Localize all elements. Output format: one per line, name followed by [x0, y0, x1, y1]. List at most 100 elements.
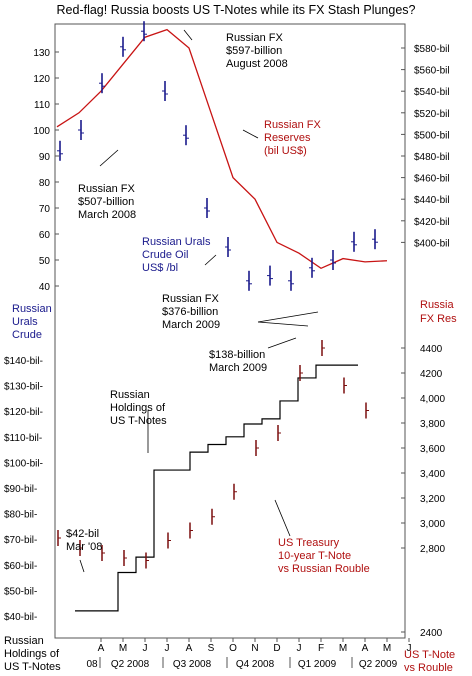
fx-reserves-series — [56, 28, 388, 270]
month-label: A — [362, 643, 369, 654]
tick-label: 70 — [39, 204, 51, 215]
tnote-rouble-series — [57, 340, 369, 569]
tick-label: 3,000 — [420, 519, 445, 530]
tick-label: 4200 — [420, 369, 443, 380]
fx-reserves-line — [56, 28, 388, 270]
tick-label: $480-bil — [414, 152, 450, 163]
leader-line — [257, 311, 319, 323]
month-label: M — [119, 643, 127, 654]
ann-fx-march08-line: March 2008 — [78, 209, 136, 221]
ann-fx-march08-line: $507-billion — [78, 196, 134, 208]
tick-label: 3,400 — [420, 469, 445, 480]
leader-line — [99, 149, 119, 167]
top-left-axis: 130 120 110 100 90 80 70 60 50 40 RussianUralsCrud… — [12, 48, 59, 341]
tick-label: 110 — [34, 100, 50, 111]
tick-label: $540-bil — [414, 87, 450, 98]
tick-label: $400-bil — [414, 238, 450, 249]
tick-label: 2400 — [420, 628, 443, 639]
tick-label: $580-bil — [414, 44, 450, 55]
tick-label: 3,200 — [420, 494, 445, 505]
ann-fx-peak-line: Russian FX — [226, 32, 284, 44]
tick-label: $70-bil- — [4, 535, 37, 546]
axis-title-line: Russian — [4, 635, 44, 647]
tick-label: 4,000 — [420, 394, 445, 405]
ann-fx-reserves-line: Russian FX — [264, 119, 322, 131]
tick-label: 2,800 — [420, 544, 445, 555]
chart-title: Red-flag! Russia boosts US T-Notes while… — [57, 3, 416, 17]
ann-fx-march09-line: Russian FX — [162, 293, 220, 305]
ann-tnote-line: vs Russian Rouble — [278, 563, 370, 575]
tick-label: $50-bil- — [4, 586, 37, 597]
bottom-left-axis: $140-bil- $130-bil- $120-bil- $110-bil- $100… — [4, 356, 61, 673]
tick-label: $90-bil- — [4, 484, 37, 495]
ann-holdings-line: US T-Notes — [110, 415, 167, 427]
tick-label: 60 — [39, 230, 51, 241]
tick-label: 80 — [39, 178, 51, 189]
leader-line — [183, 29, 193, 41]
leader-line — [267, 337, 297, 349]
ann-urals-line: US$ /bl — [142, 262, 178, 274]
tick-label: 50 — [39, 256, 51, 267]
leader-line — [257, 321, 309, 327]
axis-title-line: Urals — [12, 316, 38, 328]
tnote-holdings-series — [75, 364, 358, 612]
plot-frame — [54, 23, 406, 639]
tick-label: 100 — [33, 126, 50, 137]
bottom-right-axis: 4400 4200 4,000 3,800 3,600 3,400 3,200 3,000 2,… — [401, 344, 455, 674]
ann-holdings-march09-line: $138-billion — [209, 349, 265, 361]
tick-label: 3,600 — [420, 444, 445, 455]
month-label: M — [383, 643, 391, 654]
month-label: M — [339, 643, 347, 654]
tick-label: $40-bil- — [4, 612, 37, 623]
ann-fx-peak-line: $597-billion — [226, 45, 282, 57]
axis-title-line: FX Res — [420, 313, 457, 325]
tick-label: 3,800 — [420, 419, 445, 430]
month-label: A — [186, 643, 193, 654]
tick-label: $60-bil- — [4, 561, 37, 572]
tick-label: $420-bil — [414, 217, 450, 228]
quarter-label: Q2 2009 — [359, 659, 398, 670]
month-label: J — [165, 643, 170, 654]
ann-tnote-line: 10-year T-Note — [278, 550, 351, 562]
tick-label: $440-bil — [414, 195, 450, 206]
month-label: J — [407, 643, 412, 654]
leader-line — [79, 559, 85, 573]
axis-title-line: Holdings of — [4, 648, 60, 660]
month-label: S — [208, 643, 215, 654]
ann-fx-march09-line: $376-billion — [162, 306, 218, 318]
urals-oil-series — [57, 21, 378, 291]
tick-label: 130 — [33, 48, 50, 59]
month-label: J — [143, 643, 148, 654]
quarter-label: Q3 2008 — [173, 659, 212, 670]
tick-label: $80-bil- — [4, 510, 37, 521]
ann-holdings-march09-line: March 2009 — [209, 362, 267, 374]
ann-holdings-march08-line: Mar '08 — [66, 541, 102, 553]
quarter-label: Q4 2008 — [236, 659, 275, 670]
axis-title-line: US T-Notes — [4, 661, 61, 673]
tick-label: $100-bil- — [4, 458, 43, 469]
month-label: J — [297, 643, 302, 654]
tick-label: 40 — [39, 282, 51, 293]
axis-title-line: Russian — [12, 303, 52, 315]
leader-line — [274, 499, 291, 537]
ann-holdings-line: Russian — [110, 389, 150, 401]
ann-urals-line: Russian Urals — [142, 236, 211, 248]
axis-title-line: US T-Note — [404, 649, 455, 661]
tick-label: $460-bil — [414, 174, 450, 185]
tick-label: $500-bil — [414, 130, 450, 141]
month-label: D — [273, 643, 280, 654]
ann-fx-march09-line: March 2009 — [162, 319, 220, 331]
ann-tnote-line: US Treasury — [278, 537, 340, 549]
leader-line — [204, 254, 217, 266]
tick-label: $130-bil- — [4, 382, 43, 393]
tick-label: $140-bil- — [4, 356, 43, 367]
leader-line — [242, 129, 259, 139]
ann-urals-line: Crude Oil — [142, 249, 188, 261]
ann-fx-reserves-line: (bil US$) — [264, 145, 307, 157]
quarter-label: 08 — [86, 659, 98, 670]
ann-holdings-line: Holdings of — [110, 402, 166, 414]
tick-label: 4400 — [420, 344, 443, 355]
quarter-label: Q1 2009 — [298, 659, 337, 670]
